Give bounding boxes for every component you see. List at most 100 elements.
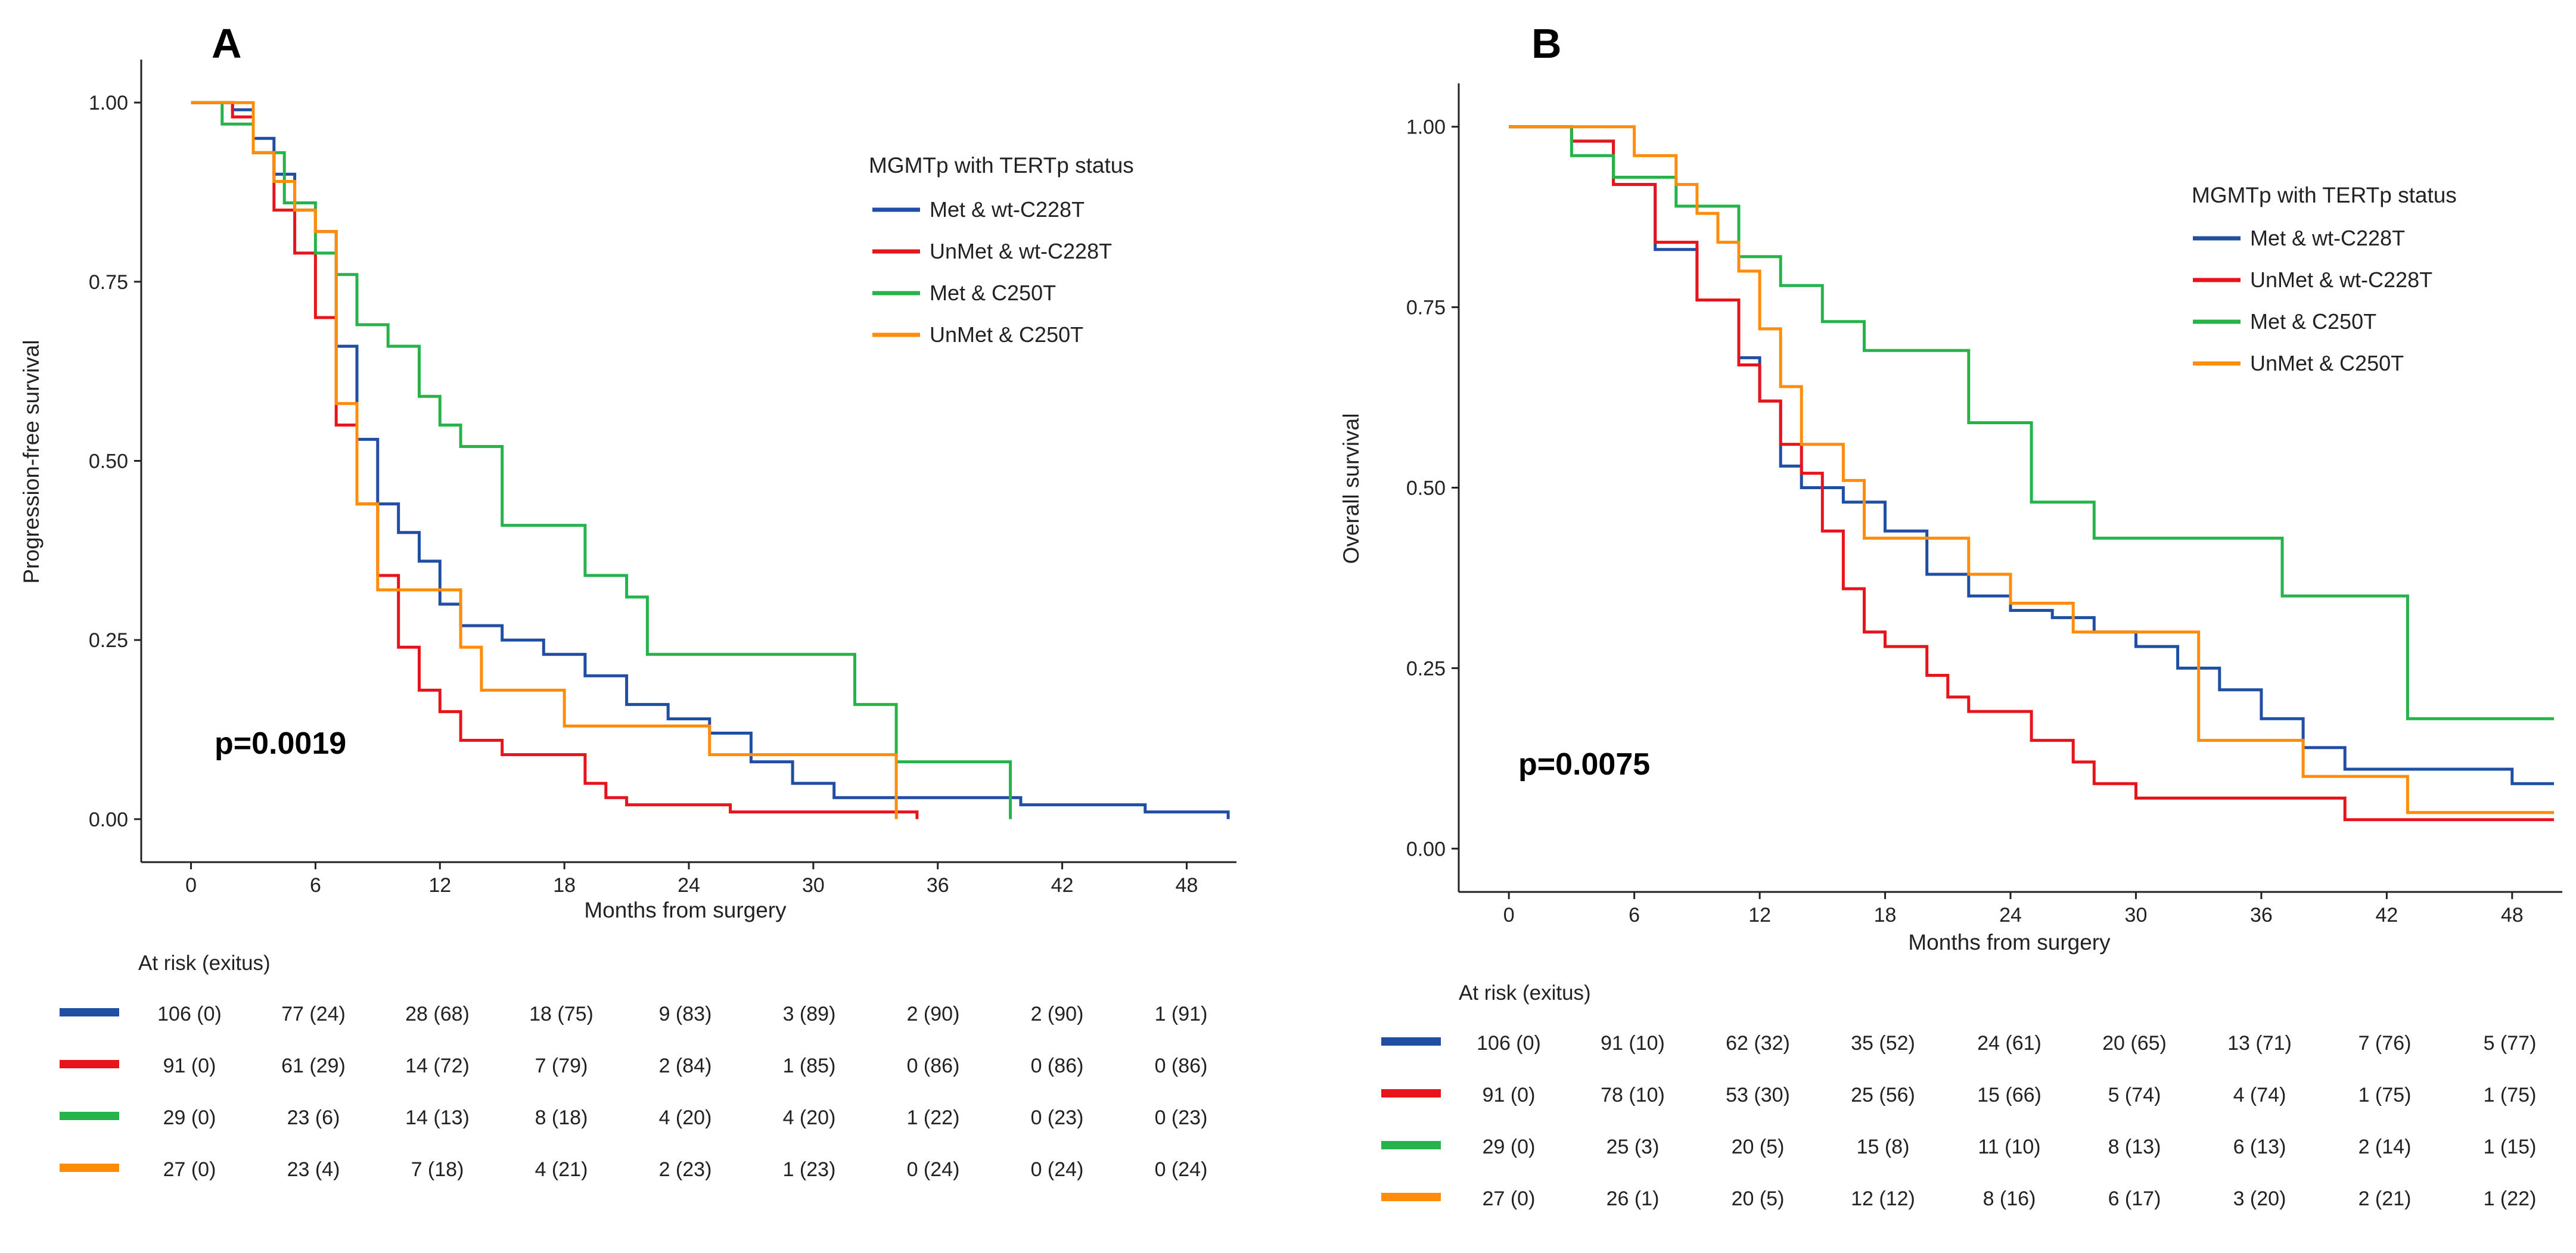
risk-table-cell: 13 (71) — [2227, 1032, 2292, 1055]
risk-table-cell: 7 (79) — [535, 1055, 588, 1077]
panel-a-y-axis-label: Progression-free survival — [19, 340, 43, 583]
risk-table-cell: 2 (84) — [659, 1055, 712, 1077]
risk-table-cell: 27 (0) — [163, 1158, 216, 1181]
panel-b-p-value: p=0.0075 — [1518, 747, 1650, 782]
panel-b-risk-table-title: At risk (exitus) — [1459, 981, 1591, 1005]
risk-table-cell: 0 (23) — [1031, 1106, 1084, 1129]
panel-a-legend-title: MGMTp with TERTp status — [869, 153, 1134, 178]
y-tick-label: 0.75 — [89, 271, 128, 294]
risk-table-cell: 1 (15) — [2484, 1136, 2537, 1158]
x-tick-label: 6 — [310, 874, 321, 897]
risk-table-cell: 14 (72) — [405, 1055, 470, 1077]
y-tick-label: 0.50 — [1406, 477, 1446, 500]
panel-b: 0 6 12 18 24 30 36 42 48 0.00 0.25 0.50 0.75 1.00 Met … — [1381, 83, 2562, 1210]
risk-table-cell: 3 (89) — [783, 1003, 836, 1025]
risk-table-cell: 0 (23) — [1155, 1106, 1208, 1129]
x-tick-label: 30 — [802, 874, 825, 897]
risk-table-cell: 1 (75) — [2484, 1084, 2537, 1106]
risk-table-cell: 6 (17) — [2108, 1187, 2161, 1210]
x-tick-label: 48 — [2501, 904, 2524, 926]
risk-table-cell: 12 (12) — [1851, 1187, 1915, 1210]
x-tick-label: 12 — [1748, 904, 1771, 926]
risk-table-cell: 78 (10) — [1601, 1084, 1665, 1106]
risk-table-cell: 53 (30) — [1726, 1084, 1790, 1106]
risk-table-cell: 3 (20) — [2233, 1187, 2286, 1210]
risk-table-cell: 14 (13) — [405, 1106, 470, 1129]
risk-table-cell: 2 (90) — [907, 1003, 960, 1025]
risk-table-cell: 4 (21) — [535, 1158, 588, 1181]
x-tick-label: 18 — [553, 874, 576, 897]
risk-table-cell: 29 (0) — [1483, 1136, 1536, 1158]
risk-table-cell: 5 (77) — [2484, 1032, 2537, 1055]
risk-table-cell: 20 (5) — [1732, 1187, 1785, 1210]
risk-table-cell: 23 (6) — [287, 1106, 340, 1129]
risk-table-cell: 15 (66) — [1977, 1084, 2041, 1106]
risk-table-cell: 0 (24) — [907, 1158, 960, 1181]
risk-table-cell: 106 (0) — [1477, 1032, 1541, 1055]
y-tick-label: 0.25 — [89, 629, 128, 652]
risk-table-cell: 11 (10) — [1978, 1136, 2040, 1158]
legend-label: Met & wt-C228T — [2250, 226, 2405, 250]
x-tick-label: 0 — [185, 874, 197, 897]
x-tick-label: 12 — [428, 874, 451, 897]
risk-table-cell: 1 (22) — [2484, 1187, 2537, 1210]
panel-a: 0 6 12 18 24 30 36 42 48 0.00 0.25 0.50 0.75 1.00 Met … — [60, 60, 1236, 1181]
km-curve-unmet-wt-c228t — [1509, 125, 2554, 822]
km-curve-met-c250t — [1509, 125, 2554, 720]
x-tick-label: 24 — [1999, 904, 2022, 926]
risk-table-cell: 5 (74) — [2108, 1084, 2161, 1106]
panel-a-risk-table-title: At risk (exitus) — [138, 952, 271, 975]
y-tick-label: 0.25 — [1406, 657, 1446, 680]
risk-table-cell: 1 (85) — [783, 1055, 836, 1077]
y-tick-label: 1.00 — [1406, 116, 1446, 139]
panel-a-letter: A — [212, 20, 242, 67]
risk-table-cell: 91 (0) — [163, 1055, 216, 1077]
y-tick-label: 0.00 — [89, 809, 128, 831]
x-tick-label: 30 — [2125, 904, 2148, 926]
risk-table-cell: 91 (0) — [1483, 1084, 1536, 1106]
km-curve-met-c250t — [191, 101, 1012, 819]
risk-table-cell: 8 (16) — [1983, 1187, 2036, 1210]
risk-table-cell: 15 (8) — [1857, 1136, 1910, 1158]
risk-table-cell: 61 (29) — [281, 1055, 346, 1077]
legend-label: UnMet & C250T — [930, 322, 1083, 347]
risk-table-cell: 2 (23) — [659, 1158, 712, 1181]
km-curve-unmet-c250t — [191, 101, 898, 819]
panel-b-legend-title: MGMTp with TERTp status — [2192, 183, 2457, 207]
risk-table-cell: 26 (1) — [1606, 1187, 1660, 1210]
risk-table-cell: 1 (75) — [2359, 1084, 2412, 1106]
risk-table-cell: 4 (20) — [659, 1106, 712, 1129]
risk-table-cell: 28 (68) — [405, 1003, 470, 1025]
x-tick-label: 24 — [678, 874, 700, 897]
risk-table-cell: 29 (0) — [163, 1106, 216, 1129]
risk-table-cell: 2 (21) — [2359, 1187, 2412, 1210]
risk-table-cell: 1 (91) — [1155, 1003, 1208, 1025]
risk-table-cell: 23 (4) — [287, 1158, 340, 1181]
risk-table-cell: 91 (10) — [1601, 1032, 1665, 1055]
x-tick-label: 42 — [1051, 874, 1074, 897]
km-curve-unmet-c250t — [1509, 125, 2554, 814]
risk-table-cell: 25 (56) — [1851, 1084, 1915, 1106]
risk-table-cell: 6 (13) — [2233, 1136, 2286, 1158]
risk-table-cell: 24 (61) — [1977, 1032, 2041, 1055]
risk-table-cell: 35 (52) — [1851, 1032, 1915, 1055]
risk-table-cell: 2 (14) — [2359, 1136, 2412, 1158]
y-tick-label: 0.50 — [89, 450, 128, 473]
risk-table-cell: 4 (20) — [783, 1106, 836, 1129]
risk-table-cell: 1 (23) — [783, 1158, 836, 1181]
risk-table-cell: 8 (18) — [535, 1106, 588, 1129]
risk-table-cell: 0 (86) — [1031, 1055, 1084, 1077]
km-curve-unmet-wt-c228t — [191, 101, 919, 819]
panel-b-y-axis-label: Overall survival — [1339, 413, 1363, 564]
panel-b-x-axis-label: Months from surgery — [1908, 930, 2111, 954]
risk-table-cell: 9 (83) — [659, 1003, 712, 1025]
risk-table-cell: 106 (0) — [157, 1003, 222, 1025]
x-tick-label: 48 — [1176, 874, 1198, 897]
risk-table-cell: 4 (74) — [2233, 1084, 2286, 1106]
x-tick-label: 0 — [1503, 904, 1515, 926]
risk-table-cell: 8 (13) — [2108, 1136, 2161, 1158]
legend-label: Met & C250T — [2250, 309, 2376, 334]
risk-table-cell: 27 (0) — [1483, 1187, 1536, 1210]
risk-table-cell: 20 (5) — [1732, 1136, 1785, 1158]
